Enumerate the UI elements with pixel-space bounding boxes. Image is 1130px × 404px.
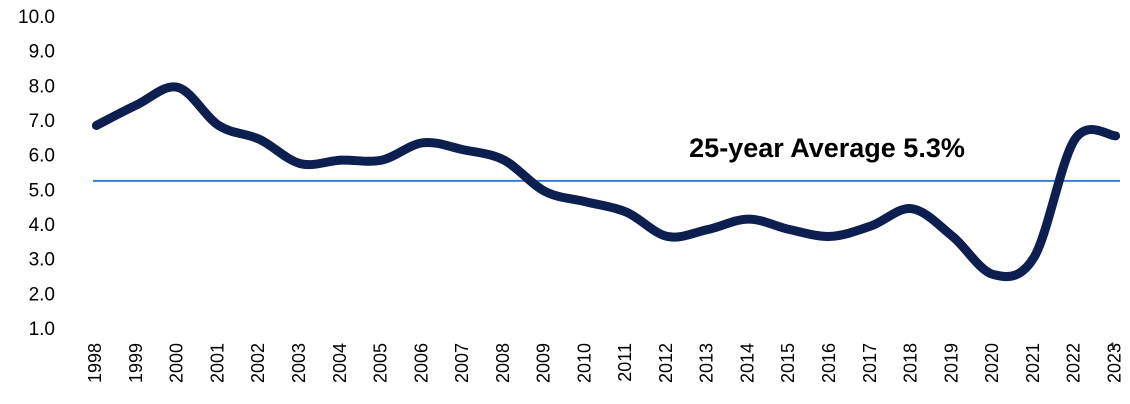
x-tick-label: 2005 [371,343,391,383]
x-tick-label: 2022 [1064,343,1084,383]
x-tick-label: 2015 [778,343,798,383]
x-tick-label: 2023 [1104,343,1124,383]
y-tick-label: 6.0 [29,146,55,167]
x-tick-label: 2017 [860,343,880,383]
annotation: 25-year Average 5.3% [689,133,965,163]
y-tick-label: 9.0 [29,42,55,63]
x-tick-label: 2016 [819,343,839,383]
x-tick-label: 2002 [248,343,268,383]
x-tick-label: 2018 [901,343,921,383]
y-tick-label: 8.0 [29,76,55,97]
y-tick-label: 1.0 [29,319,55,340]
x-tick-label: 2010 [574,343,594,383]
footnote-mark: 1 [1110,341,1116,353]
x-tick-label: 2012 [656,343,676,383]
x-tick-label: 2020 [982,343,1002,383]
x-tick-label: 1998 [85,343,105,383]
x-tick-label: 2006 [411,343,431,383]
x-tick-label: 2011 [615,343,635,382]
y-tick-label: 7.0 [29,111,55,132]
y-tick-label: 4.0 [29,215,55,236]
y-tick-label: 3.0 [29,250,55,271]
x-tick-label: 2003 [289,343,309,383]
y-tick-label: 5.0 [29,180,55,201]
x-tick-label: 2008 [493,343,513,383]
x-tick-label: 2019 [941,343,961,383]
x-tick-label: 2009 [534,343,554,383]
line-series [91,82,1121,282]
x-tick-label: 2013 [697,343,717,383]
x-tick-label: 2000 [167,343,187,383]
x-tick-label: 1999 [126,343,146,383]
x-tick-label: 2001 [207,343,227,383]
y-tick-label: 2.0 [29,284,55,305]
y-tick-label: 10.0 [18,7,55,28]
x-tick-label: 2014 [737,343,757,383]
x-tick-label: 2021 [1023,343,1043,383]
x-tick-label: 2004 [330,343,350,383]
x-tick-label: 2007 [452,343,472,383]
